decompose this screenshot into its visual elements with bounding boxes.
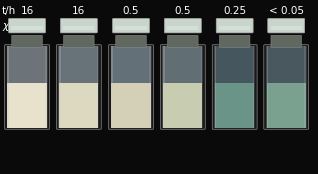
Text: $\chi_{\mathregular{IL}}$: $\chi_{\mathregular{IL}}$	[2, 21, 16, 33]
Text: < 0.05: < 0.05	[269, 6, 304, 16]
Bar	[149, 46, 151, 128]
Bar	[271, 26, 302, 30]
Bar	[59, 46, 60, 128]
Bar	[215, 46, 254, 83]
Bar	[215, 83, 254, 128]
FancyBboxPatch shape	[64, 35, 94, 47]
Bar	[267, 46, 306, 83]
FancyBboxPatch shape	[12, 35, 42, 47]
Bar	[267, 83, 306, 128]
Bar	[111, 46, 151, 83]
FancyBboxPatch shape	[219, 35, 250, 47]
FancyBboxPatch shape	[116, 35, 146, 47]
Bar	[253, 46, 255, 128]
Bar	[266, 46, 268, 128]
Text: 0.30: 0.30	[223, 22, 246, 32]
Bar	[219, 26, 250, 30]
FancyBboxPatch shape	[160, 45, 205, 129]
Text: 0: 0	[24, 22, 30, 32]
Bar	[115, 26, 147, 30]
Text: 16: 16	[72, 6, 86, 16]
Text: 0.5: 0.5	[123, 6, 139, 16]
FancyBboxPatch shape	[271, 35, 301, 47]
FancyBboxPatch shape	[264, 45, 309, 129]
FancyBboxPatch shape	[109, 45, 154, 129]
Bar	[162, 46, 165, 128]
Text: 16: 16	[20, 6, 34, 16]
FancyBboxPatch shape	[164, 18, 201, 33]
Text: 0.14: 0.14	[120, 22, 142, 32]
Bar	[59, 83, 99, 128]
Bar	[305, 46, 307, 128]
Bar	[214, 46, 216, 128]
FancyBboxPatch shape	[9, 18, 45, 33]
Bar	[167, 26, 198, 30]
Bar	[8, 83, 47, 128]
Bar	[8, 46, 47, 83]
FancyBboxPatch shape	[216, 18, 253, 33]
FancyBboxPatch shape	[113, 18, 149, 33]
FancyBboxPatch shape	[5, 45, 50, 129]
Text: 0.25: 0.25	[223, 6, 246, 16]
Bar	[97, 46, 99, 128]
Text: 0.22: 0.22	[171, 22, 194, 32]
Text: t/h: t/h	[2, 6, 16, 16]
FancyBboxPatch shape	[268, 18, 305, 33]
Bar	[11, 26, 43, 30]
Bar	[201, 46, 204, 128]
Bar	[111, 46, 113, 128]
Text: 0.5: 0.5	[175, 6, 191, 16]
Bar	[45, 46, 48, 128]
FancyBboxPatch shape	[168, 35, 198, 47]
Text: 0.07: 0.07	[67, 22, 90, 32]
Bar	[163, 46, 202, 83]
Text: 0.40: 0.40	[275, 22, 298, 32]
Bar	[63, 26, 94, 30]
Bar	[163, 83, 202, 128]
FancyBboxPatch shape	[57, 45, 101, 129]
Bar	[6, 46, 9, 128]
Bar	[111, 83, 151, 128]
Bar	[59, 46, 99, 83]
FancyBboxPatch shape	[60, 18, 97, 33]
FancyBboxPatch shape	[212, 45, 257, 129]
